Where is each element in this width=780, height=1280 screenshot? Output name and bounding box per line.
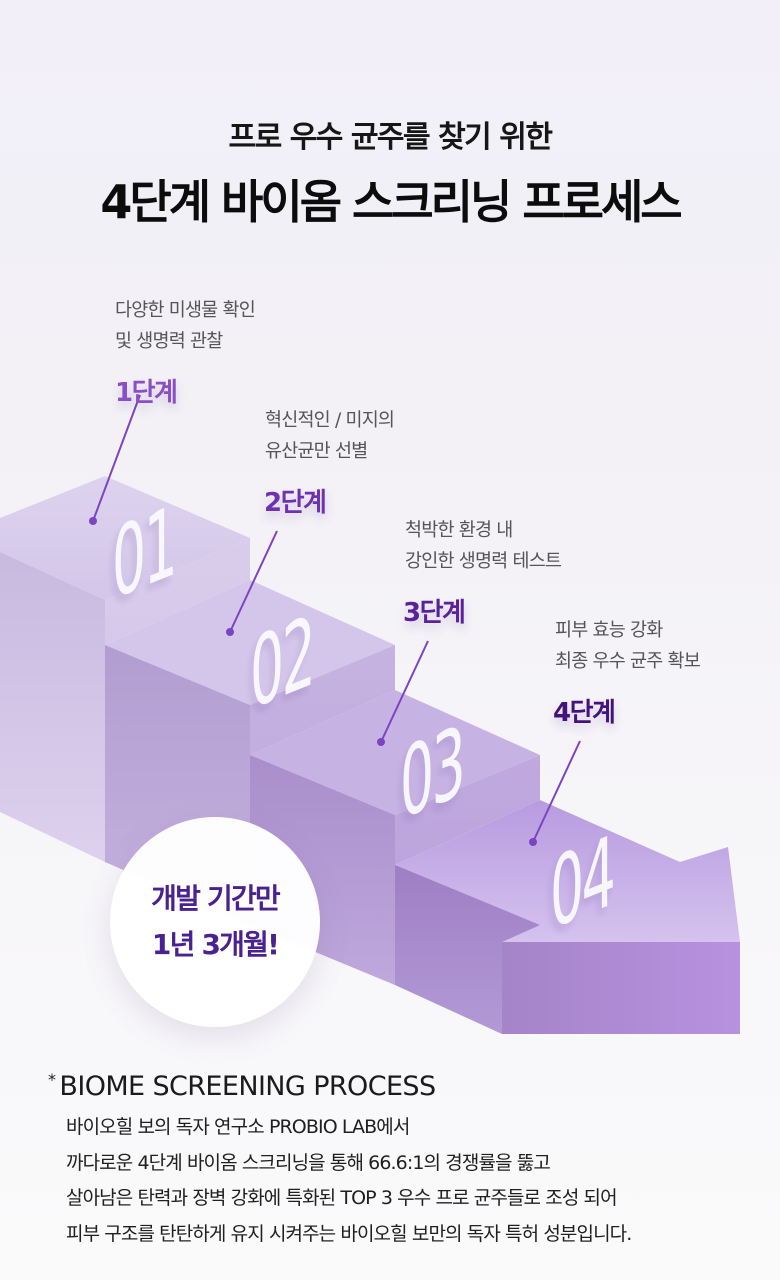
step-4-label: 4단계 [553, 698, 616, 728]
step-1-label: 1단계 [115, 378, 178, 408]
step-block-1 [0, 476, 250, 862]
connector-line-2 [226, 530, 278, 636]
page-title: 4단계 바이옴 스크리닝 프로세스 [100, 175, 682, 229]
footer-description: 바이오힐 보의 독자 연구소 PROBIO LAB에서 까다로운 4단계 바이옴… [48, 1110, 768, 1252]
footer-title-text: BIOME SCREENING PROCESS [59, 1071, 436, 1102]
footer-line: 바이오힐 보의 독자 연구소 PROBIO LAB에서 [66, 1116, 410, 1138]
footer-line: 피부 구조를 탄탄하게 유지 시켜주는 바이오힐 보만의 독자 특허 성분입니다… [66, 1222, 632, 1245]
asterisk-mark: * [48, 1070, 56, 1089]
development-period-badge: 개발 기간만 1년 3개월! [110, 817, 320, 1027]
connector-line-3 [377, 640, 429, 746]
step-4-description: 피부 효능 강화 최종 우수 균주 확보 [555, 620, 701, 672]
connector-line-4 [529, 740, 581, 846]
step-2-description: 혁신적인 / 미지의 유산균만 선별 [265, 410, 395, 462]
step-2-label: 2단계 [264, 488, 327, 518]
step-1-description: 다양한 미생물 확인 및 생명력 관찰 [115, 300, 256, 352]
step-3-description: 척박한 환경 내 강인한 생명력 테스트 [405, 520, 562, 572]
footer-line: 까다로운 4단계 바이옴 스크리닝을 통해 66.6:1의 경쟁률을 뚫고 [66, 1151, 551, 1174]
step-3-label: 3단계 [403, 598, 466, 628]
footer-section: * BIOME SCREENING PROCESS 바이오힐 보의 독자 연구소 … [48, 1070, 768, 1252]
badge-line-2: 1년 3개월! [151, 928, 280, 961]
badge-line-1: 개발 기간만 [151, 882, 281, 915]
footer-line: 살아남은 탄력과 장벽 강화에 특화된 TOP 3 우수 프로 균주들로 조성 … [66, 1187, 618, 1209]
footer-title: * BIOME SCREENING PROCESS [48, 1070, 768, 1102]
connector-line-1 [89, 394, 141, 525]
header-subtitle: 프로 우수 균주를 찾기 위한 [228, 120, 553, 155]
step-block-4-arrow [395, 800, 740, 1034]
